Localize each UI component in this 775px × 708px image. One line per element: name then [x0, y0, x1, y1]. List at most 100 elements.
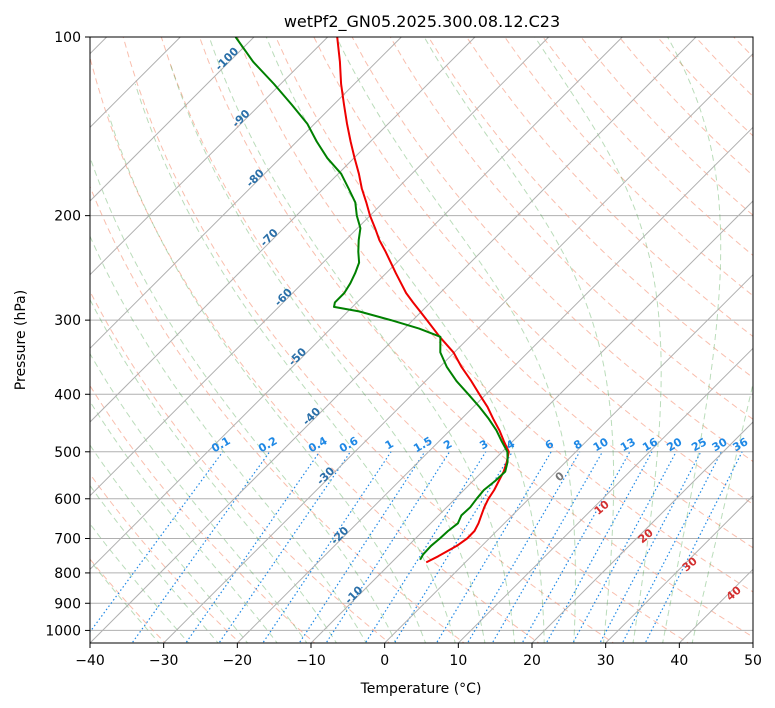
y-tick-label: 500	[54, 445, 81, 461]
dry-adiabat-line	[733, 37, 753, 58]
x-tick-label: 40	[670, 653, 688, 669]
isotherm-line	[457, 347, 753, 643]
dry-adiabat-line	[542, 37, 753, 257]
moist-adiabat-label: 30	[680, 554, 700, 574]
moist-adiabat-line	[662, 37, 722, 643]
moist-adiabat-line	[90, 559, 160, 643]
y-tick-label: 700	[54, 532, 81, 548]
isotherm-line	[90, 37, 329, 276]
mixing-ratio-label: 2	[441, 437, 454, 452]
dry-adiabat-line	[657, 37, 753, 137]
x-axis: −40 −30 −20 −10 0 10 20 30 40 50	[75, 643, 762, 669]
dry-adiabat-line	[90, 55, 540, 643]
isotherm-line	[236, 126, 753, 643]
dry-adiabat-line	[199, 37, 753, 638]
dry-adiabat-line	[90, 384, 316, 643]
chart-title: wetPf2_GN05.2025.300.08.12.C23	[284, 12, 560, 32]
dry-adiabat-line	[351, 37, 753, 463]
y-tick-label: 300	[54, 313, 81, 329]
moist-adiabat-line	[90, 444, 249, 643]
dry-adiabat-line	[389, 37, 753, 420]
y-tick-label: 1000	[45, 623, 81, 639]
x-tick-label: −20	[223, 653, 253, 669]
isotherm-line	[605, 494, 753, 643]
moist-adiabat-line	[423, 37, 615, 643]
mixing-ratio-line	[545, 451, 653, 643]
moist-adiabat-line	[90, 298, 338, 643]
y-axis-title: Pressure (hPa)	[13, 290, 29, 390]
x-tick-label: 50	[744, 653, 762, 669]
dry-adiabat-line	[275, 37, 753, 549]
isobar-grid	[90, 37, 753, 631]
isotherm-line	[90, 37, 255, 202]
moist-adiabat-label: 40	[724, 583, 744, 603]
isotherm-line	[310, 200, 753, 643]
moist-adiabats	[90, 37, 753, 643]
moist-adiabat-line	[134, 83, 456, 643]
y-axis: 100 200 300 400 500 600 700 800 900 1000	[45, 30, 90, 639]
y-tick-label: 600	[54, 492, 81, 508]
dry-adiabat-line	[90, 473, 241, 643]
isotherm-line	[531, 421, 753, 643]
moist-adiabat-line	[265, 37, 545, 643]
mixing-ratio-line	[521, 451, 631, 643]
y-tick-label: 900	[54, 596, 81, 612]
x-tick-label: 10	[449, 653, 467, 669]
isotherm-line	[90, 37, 402, 350]
isotherm-grid	[90, 37, 753, 643]
mixing-ratio-label: 6	[543, 437, 556, 452]
isotherm-label: -30	[314, 464, 337, 487]
isotherm-line	[90, 37, 550, 497]
isotherm-label: -20	[328, 524, 351, 547]
moist-adiabat-line	[90, 235, 367, 643]
x-tick-label: −40	[75, 653, 105, 669]
data-series	[234, 37, 510, 564]
isotherm-label: -90	[229, 107, 252, 130]
mixing-ratio-line	[185, 451, 321, 643]
moist-adiabat-line	[691, 381, 753, 643]
moist-adiabat-line	[336, 37, 576, 643]
isotherm-line	[752, 642, 753, 643]
dry-adiabat-line	[122, 37, 615, 643]
temperature-profile-line	[336, 37, 510, 564]
dry-adiabat-line	[237, 37, 753, 593]
dry-adiabat-line	[90, 290, 391, 643]
moist-adiabat-label: 0	[553, 469, 567, 484]
dry-adiabat-line	[427, 37, 753, 379]
x-axis-title: Temperature (°C)	[360, 681, 482, 697]
moist-adiabat-line	[90, 155, 397, 643]
isotherm-line	[384, 273, 753, 643]
y-tick-label: 200	[54, 209, 81, 225]
isotherm-label: -100	[213, 45, 242, 74]
moist-adiabat-line	[90, 400, 278, 643]
mixing-ratio-line	[325, 451, 451, 643]
mixing-ratio-line	[298, 451, 426, 643]
isotherm-label: -40	[300, 405, 323, 428]
x-tick-label: 30	[597, 653, 615, 669]
moist-adiabat-line	[208, 37, 516, 643]
dry-adiabat-line	[160, 37, 690, 643]
y-tick-label: 400	[54, 387, 81, 403]
mixing-ratio-line	[435, 451, 552, 643]
mixing-ratio-lines	[90, 451, 743, 643]
mixing-ratio-line	[491, 451, 603, 643]
mixing-ratio-line	[599, 451, 702, 643]
plot-area: 0.1 0.2 0.4 0.6 1 1.5 2 3 4 6 8 10 13 16 20 25 30 36-100-…	[90, 37, 753, 643]
dry-adiabat-line	[90, 185, 465, 643]
isotherm-line	[90, 37, 476, 423]
isotherm-label: -60	[272, 286, 295, 309]
moist-adiabat-line	[168, 61, 486, 643]
isotherm-line	[163, 52, 753, 643]
mixing-ratio-line	[90, 451, 224, 633]
y-tick-label: 800	[54, 566, 81, 582]
dry-adiabats	[90, 37, 753, 643]
x-tick-label: 20	[523, 653, 541, 669]
x-tick-label: −10	[296, 653, 326, 669]
moist-adiabat-line	[90, 352, 308, 643]
dewpoint-profile-line	[234, 37, 509, 561]
y-tick-label: 100	[54, 30, 81, 46]
plot-frame	[89, 36, 754, 644]
dry-adiabat-line	[313, 37, 753, 505]
mixing-ratio-line	[572, 451, 677, 643]
